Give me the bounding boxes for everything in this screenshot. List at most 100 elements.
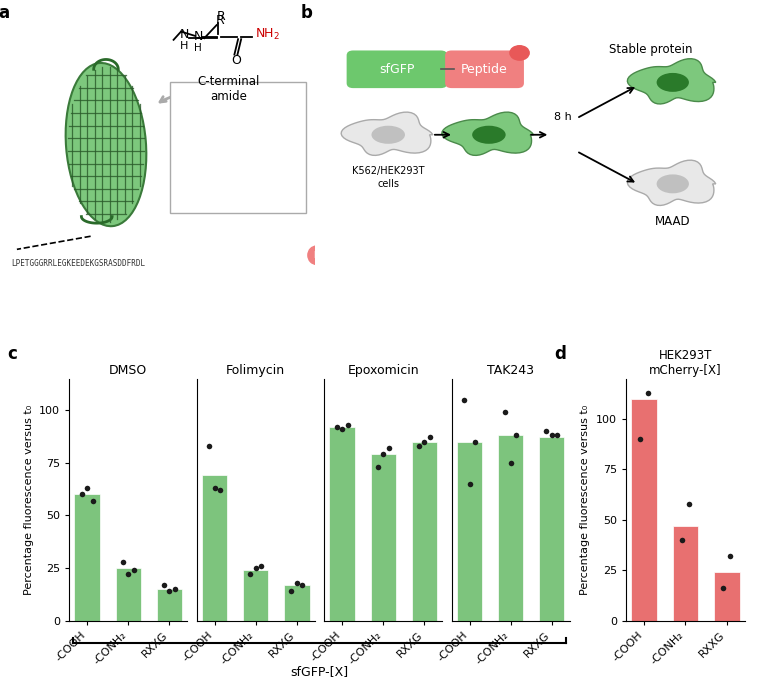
- Point: [382, 443, 395, 454]
- Point: [117, 557, 129, 567]
- Point: [423, 432, 435, 443]
- Point: [290, 577, 303, 588]
- Point: [214, 485, 227, 496]
- Point: [87, 495, 99, 506]
- Bar: [457, 442, 482, 621]
- Point: [168, 584, 180, 595]
- Text: R: R: [215, 14, 224, 27]
- Text: H: H: [180, 42, 188, 51]
- Text: Peptide: Peptide: [461, 63, 508, 76]
- Point: [551, 430, 563, 441]
- Title: Folimycin: Folimycin: [227, 364, 285, 377]
- Bar: [202, 475, 227, 621]
- Title: DMSO: DMSO: [109, 364, 147, 377]
- Text: LPETGGGRRLEGKEEDEKGSRASDDFRDL: LPETGGGRRLEGKEEDEKGSRASDDFRDL: [11, 259, 145, 268]
- Point: [296, 580, 308, 591]
- Point: [418, 436, 430, 447]
- Bar: [284, 585, 310, 621]
- Polygon shape: [341, 112, 433, 155]
- Bar: [498, 435, 524, 621]
- Point: [717, 583, 729, 594]
- Point: [505, 457, 517, 468]
- FancyBboxPatch shape: [170, 83, 306, 213]
- Point: [540, 426, 552, 436]
- Circle shape: [510, 46, 529, 60]
- Circle shape: [308, 246, 325, 265]
- Point: [469, 436, 482, 447]
- Bar: [115, 568, 141, 621]
- Bar: [329, 427, 355, 621]
- Text: cells: cells: [377, 179, 399, 189]
- Point: [342, 419, 354, 430]
- Polygon shape: [627, 59, 716, 104]
- Bar: [243, 570, 269, 621]
- Polygon shape: [442, 112, 534, 155]
- Point: [255, 561, 267, 572]
- Point: [499, 406, 511, 417]
- Ellipse shape: [657, 73, 689, 92]
- Bar: [714, 572, 740, 621]
- Point: [683, 498, 695, 509]
- Bar: [631, 399, 657, 621]
- Text: N: N: [180, 29, 189, 42]
- Point: [545, 430, 558, 441]
- Ellipse shape: [657, 175, 689, 193]
- Title: TAK243: TAK243: [487, 364, 535, 377]
- Point: [412, 441, 425, 451]
- Point: [336, 424, 349, 434]
- Point: [122, 569, 134, 580]
- Point: [204, 441, 216, 451]
- Text: NH$_2$: NH$_2$: [255, 27, 280, 42]
- Point: [127, 565, 140, 576]
- Point: [464, 478, 476, 489]
- Bar: [539, 437, 564, 621]
- FancyBboxPatch shape: [346, 50, 447, 88]
- Text: sfGFP: sfGFP: [379, 63, 415, 76]
- Point: [250, 563, 262, 574]
- Point: [157, 580, 170, 591]
- Point: [81, 483, 94, 494]
- Point: [642, 387, 654, 398]
- FancyBboxPatch shape: [445, 50, 524, 88]
- Text: C-terminal
amide: C-terminal amide: [197, 75, 260, 103]
- Text: sfGFP-[X]: sfGFP-[X]: [290, 665, 349, 678]
- Text: c: c: [8, 344, 18, 363]
- Text: d: d: [554, 344, 566, 363]
- Bar: [157, 589, 182, 621]
- Point: [724, 550, 737, 561]
- Point: [634, 434, 647, 445]
- Text: N: N: [194, 30, 203, 43]
- Bar: [673, 526, 698, 621]
- Point: [510, 430, 522, 441]
- Point: [331, 421, 343, 432]
- Text: H: H: [194, 43, 202, 53]
- Title: Epoxomicin: Epoxomicin: [347, 364, 419, 377]
- Bar: [74, 494, 100, 621]
- Polygon shape: [627, 160, 716, 205]
- Point: [244, 569, 257, 580]
- Text: Stable protein: Stable protein: [609, 43, 693, 56]
- Text: O: O: [232, 54, 241, 67]
- Point: [209, 483, 221, 494]
- Point: [676, 535, 688, 546]
- Ellipse shape: [65, 63, 147, 226]
- Text: b: b: [301, 4, 313, 22]
- Y-axis label: Percentage fluorescence versus t₀: Percentage fluorescence versus t₀: [581, 404, 591, 595]
- Bar: [370, 454, 396, 621]
- Point: [458, 394, 471, 405]
- Text: MAAD: MAAD: [655, 215, 690, 228]
- Text: R: R: [217, 10, 226, 23]
- Text: a: a: [0, 4, 9, 22]
- Text: K562/HEK293T: K562/HEK293T: [352, 166, 425, 176]
- Y-axis label: Percentage fluorescence versus t₀: Percentage fluorescence versus t₀: [24, 404, 34, 595]
- Point: [163, 586, 175, 597]
- Ellipse shape: [472, 125, 505, 144]
- Point: [377, 449, 389, 460]
- Text: R: R: [313, 251, 319, 260]
- Bar: [412, 442, 437, 621]
- Title: HEK293T
mCherry-[X]: HEK293T mCherry-[X]: [649, 349, 722, 377]
- Text: 8 h: 8 h: [554, 112, 572, 121]
- Point: [76, 489, 88, 500]
- Point: [285, 586, 297, 597]
- Point: [372, 462, 384, 473]
